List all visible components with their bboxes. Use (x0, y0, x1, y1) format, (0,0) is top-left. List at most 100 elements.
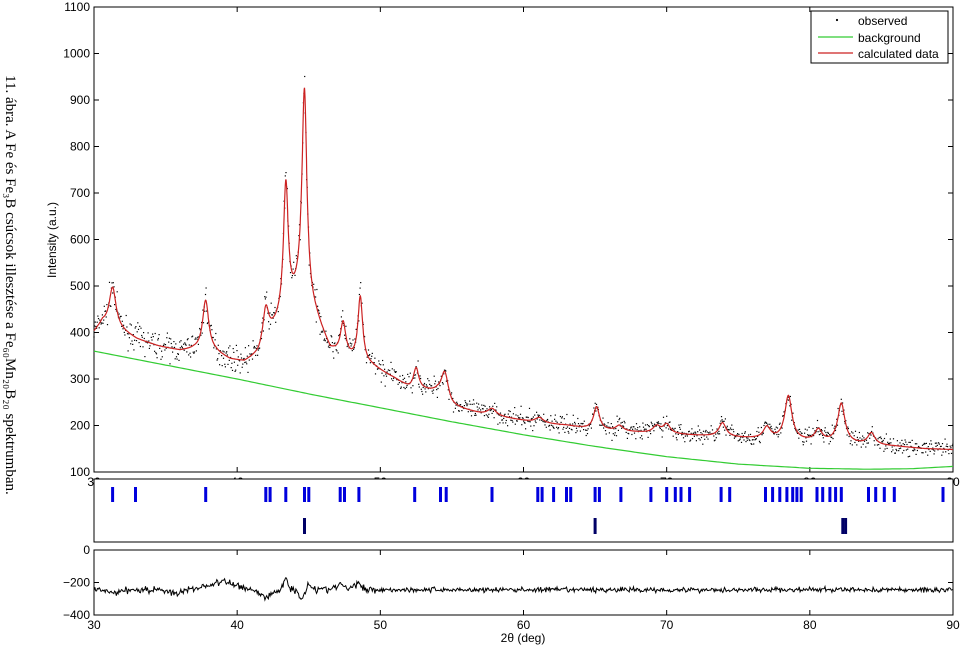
observed-point (177, 353, 179, 355)
observed-point (188, 344, 190, 346)
observed-point (932, 447, 934, 449)
observed-point (599, 424, 601, 426)
observed-point (947, 449, 949, 451)
observed-point (765, 421, 767, 424)
observed-point (805, 437, 807, 439)
observed-point (561, 416, 563, 418)
observed-point (315, 296, 317, 298)
observed-point (171, 346, 173, 348)
observed-point (141, 336, 143, 338)
observed-point (272, 317, 274, 319)
observed-point (828, 443, 830, 445)
observed-point (109, 305, 111, 307)
observed-point (367, 349, 370, 351)
observed-point (661, 429, 663, 431)
observed-point (642, 426, 645, 428)
observed-point (751, 439, 753, 441)
observed-point (641, 438, 643, 440)
observed-point (705, 429, 707, 432)
observed-point (745, 441, 747, 443)
observed-point (727, 428, 729, 431)
observed-point (263, 319, 265, 321)
observed-point (342, 322, 344, 325)
observed-point (197, 343, 199, 345)
observed-point (135, 326, 137, 328)
observed-point (414, 377, 416, 379)
phase1-reflection-tick (679, 487, 683, 502)
observed-point (620, 422, 622, 424)
observed-point (101, 322, 103, 324)
observed-point (870, 434, 872, 436)
observed-point (773, 433, 775, 435)
observed-point (268, 328, 270, 330)
observed-point (613, 428, 615, 430)
figure-caption: 11. ábra. A Fe és Fe₃B csúcsok illesztés… (2, 75, 18, 495)
observed-point (474, 412, 476, 415)
observed-point (115, 310, 118, 312)
observed-point (496, 413, 498, 415)
observed-point (197, 336, 199, 338)
observed-point (342, 310, 344, 312)
observed-point (826, 434, 828, 437)
observed-point (227, 363, 229, 365)
observed-point (609, 426, 611, 428)
observed-point (566, 413, 568, 416)
observed-point (949, 445, 951, 447)
observed-point (720, 420, 722, 422)
observed-point (255, 354, 257, 356)
observed-point (154, 332, 156, 335)
observed-point (437, 387, 439, 390)
observed-point (612, 433, 614, 435)
observed-point (344, 334, 346, 336)
observed-point (601, 424, 603, 426)
phase1-reflection-tick (649, 487, 653, 502)
observed-point (574, 421, 576, 423)
observed-point (717, 433, 719, 435)
observed-point (952, 443, 954, 445)
observed-point (533, 425, 535, 427)
observed-point (896, 450, 898, 452)
observed-point (481, 404, 483, 406)
observed-point (385, 373, 387, 375)
observed-point (215, 332, 217, 335)
observed-point (585, 434, 587, 437)
observed-point (934, 450, 936, 452)
observed-point (130, 343, 132, 345)
observed-point (257, 349, 259, 351)
observed-point (374, 357, 376, 359)
observed-point (713, 440, 715, 442)
observed-point (575, 427, 578, 429)
observed-point (231, 369, 234, 371)
observed-point (552, 426, 554, 428)
observed-point (576, 430, 578, 432)
observed-point (910, 445, 912, 447)
reflections-frame (93, 478, 954, 543)
observed-point (936, 444, 938, 446)
phase1-reflection-tick (791, 487, 795, 502)
observed-point (602, 417, 604, 419)
observed-point (358, 320, 360, 322)
observed-point (173, 346, 176, 348)
observed-point (799, 431, 801, 433)
observed-point (422, 386, 424, 389)
observed-point (902, 443, 904, 445)
observed-point (941, 443, 944, 445)
observed-point (824, 430, 826, 432)
observed-point (452, 397, 454, 400)
y-tick-label: 300 (70, 372, 90, 386)
observed-point (139, 345, 141, 348)
observed-point (733, 431, 735, 433)
observed-point (604, 430, 607, 432)
observed-point (217, 358, 219, 360)
observed-point (883, 437, 886, 440)
observed-point (806, 429, 808, 431)
observed-point (937, 449, 939, 451)
phase1-reflection-tick (490, 487, 494, 502)
observed-point (210, 325, 212, 327)
observed-point (736, 434, 738, 436)
observed-point (763, 424, 765, 427)
observed-point (525, 428, 527, 430)
observed-point (458, 410, 460, 412)
observed-point (239, 372, 241, 374)
